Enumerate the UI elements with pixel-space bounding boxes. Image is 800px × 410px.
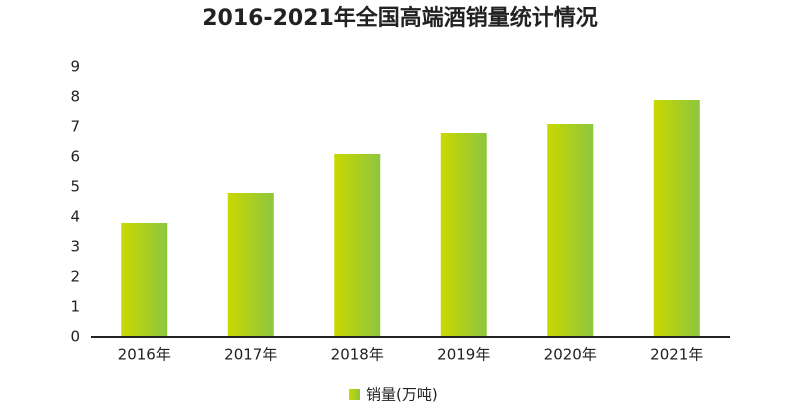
legend-swatch <box>349 389 360 400</box>
y-tick-label: 9 <box>70 58 80 76</box>
x-tick-label: 2021年 <box>650 346 703 364</box>
bar <box>334 154 381 337</box>
y-tick-label: 0 <box>70 328 80 346</box>
y-tick-label: 3 <box>70 238 80 256</box>
y-tick-label: 5 <box>70 178 80 196</box>
y-tick-label: 4 <box>70 208 80 226</box>
x-tick-label: 2020年 <box>544 346 597 364</box>
y-tick-label: 6 <box>70 148 80 166</box>
bar <box>440 133 487 337</box>
x-tick-label: 2017年 <box>224 346 277 364</box>
legend-label: 销量(万吨) <box>366 386 438 404</box>
x-tick-label: 2018年 <box>331 346 384 364</box>
bar <box>547 124 594 337</box>
bar <box>121 223 168 337</box>
y-tick-label: 7 <box>70 118 80 136</box>
y-tick-label: 1 <box>70 298 80 316</box>
y-tick-label: 2 <box>70 268 80 286</box>
bar <box>653 100 700 337</box>
x-tick-label: 2019年 <box>437 346 490 364</box>
bar <box>227 193 274 337</box>
x-tick-label: 2016年 <box>118 346 171 364</box>
chart-title: 2016-2021年全国高端酒销量统计情况 <box>202 5 598 31</box>
y-tick-label: 8 <box>70 88 80 106</box>
